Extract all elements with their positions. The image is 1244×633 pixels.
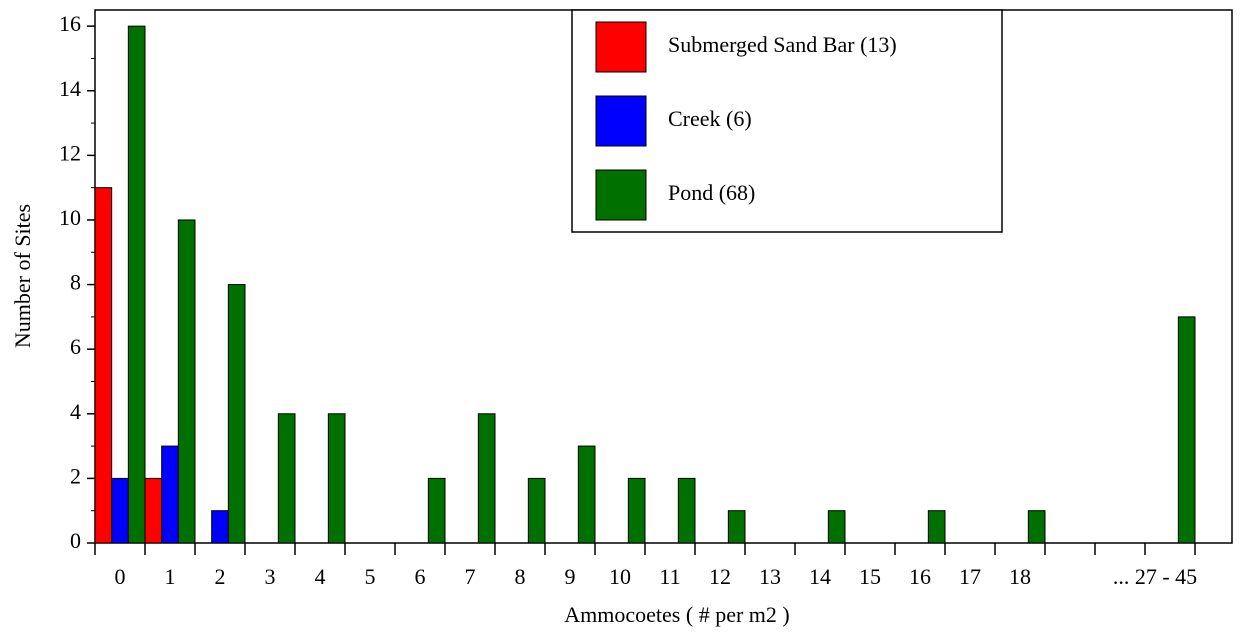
bar [477,413,496,544]
y-tick-label: 2 [70,463,81,488]
x-tick-label: 18 [1009,564,1031,589]
y-tick-label: 10 [59,205,81,230]
y-axis-label: Number of Sites [10,204,35,348]
y-tick-label: 0 [70,528,81,553]
legend-label: Pond (68) [668,180,755,205]
legend-swatch [595,169,647,221]
y-tick-label: 8 [70,270,81,295]
bar [144,477,163,544]
bar [111,477,129,544]
x-tick-label: 4 [315,564,326,589]
bar [177,219,196,544]
x-tick-label: 1 [165,564,176,589]
legend-swatch [595,95,647,147]
y-tick-label: 14 [59,76,81,101]
x-tick-label: 12 [709,564,731,589]
bar [827,510,846,544]
bar [94,187,113,544]
bar [127,25,146,544]
bar [161,445,179,544]
x-tick-label: 5 [365,564,376,589]
x-tick-label: 9 [565,564,576,589]
y-tick-label: 4 [70,399,81,424]
x-tick-label: 8 [515,564,526,589]
legend-label: Creek (6) [668,106,752,131]
x-tick-label: 0 [115,564,126,589]
x-tick-label: 16 [909,564,931,589]
x-tick-label: 13 [759,564,781,589]
x-tick-label: 17 [959,564,981,589]
bar [1027,510,1046,544]
x-tick-label: 14 [809,564,831,589]
y-tick-label: 12 [59,140,81,165]
bar [211,510,229,544]
bar [577,445,596,544]
bar [1177,316,1196,544]
bar [327,413,346,544]
x-tick-label: 15 [859,564,881,589]
x-tick-label: ... 27 - 45 [1113,564,1197,589]
bar [527,477,546,544]
legend-swatch [595,21,647,73]
y-tick-label: 6 [70,334,81,359]
y-tick-label: 16 [59,11,81,36]
bar [227,284,246,544]
bar [427,477,446,544]
x-tick-label: 3 [265,564,276,589]
bar [927,510,946,544]
x-tick-label: 7 [465,564,476,589]
bar [727,510,746,544]
legend-label: Submerged Sand Bar (13) [668,32,897,57]
x-tick-label: 11 [659,564,680,589]
x-tick-label: 10 [609,564,631,589]
bar [627,477,646,544]
x-tick-label: 2 [215,564,226,589]
x-axis-label: Ammocoetes ( # per m2 ) [564,602,789,627]
bar [277,413,296,544]
x-tick-label: 6 [415,564,426,589]
bar [677,477,696,544]
